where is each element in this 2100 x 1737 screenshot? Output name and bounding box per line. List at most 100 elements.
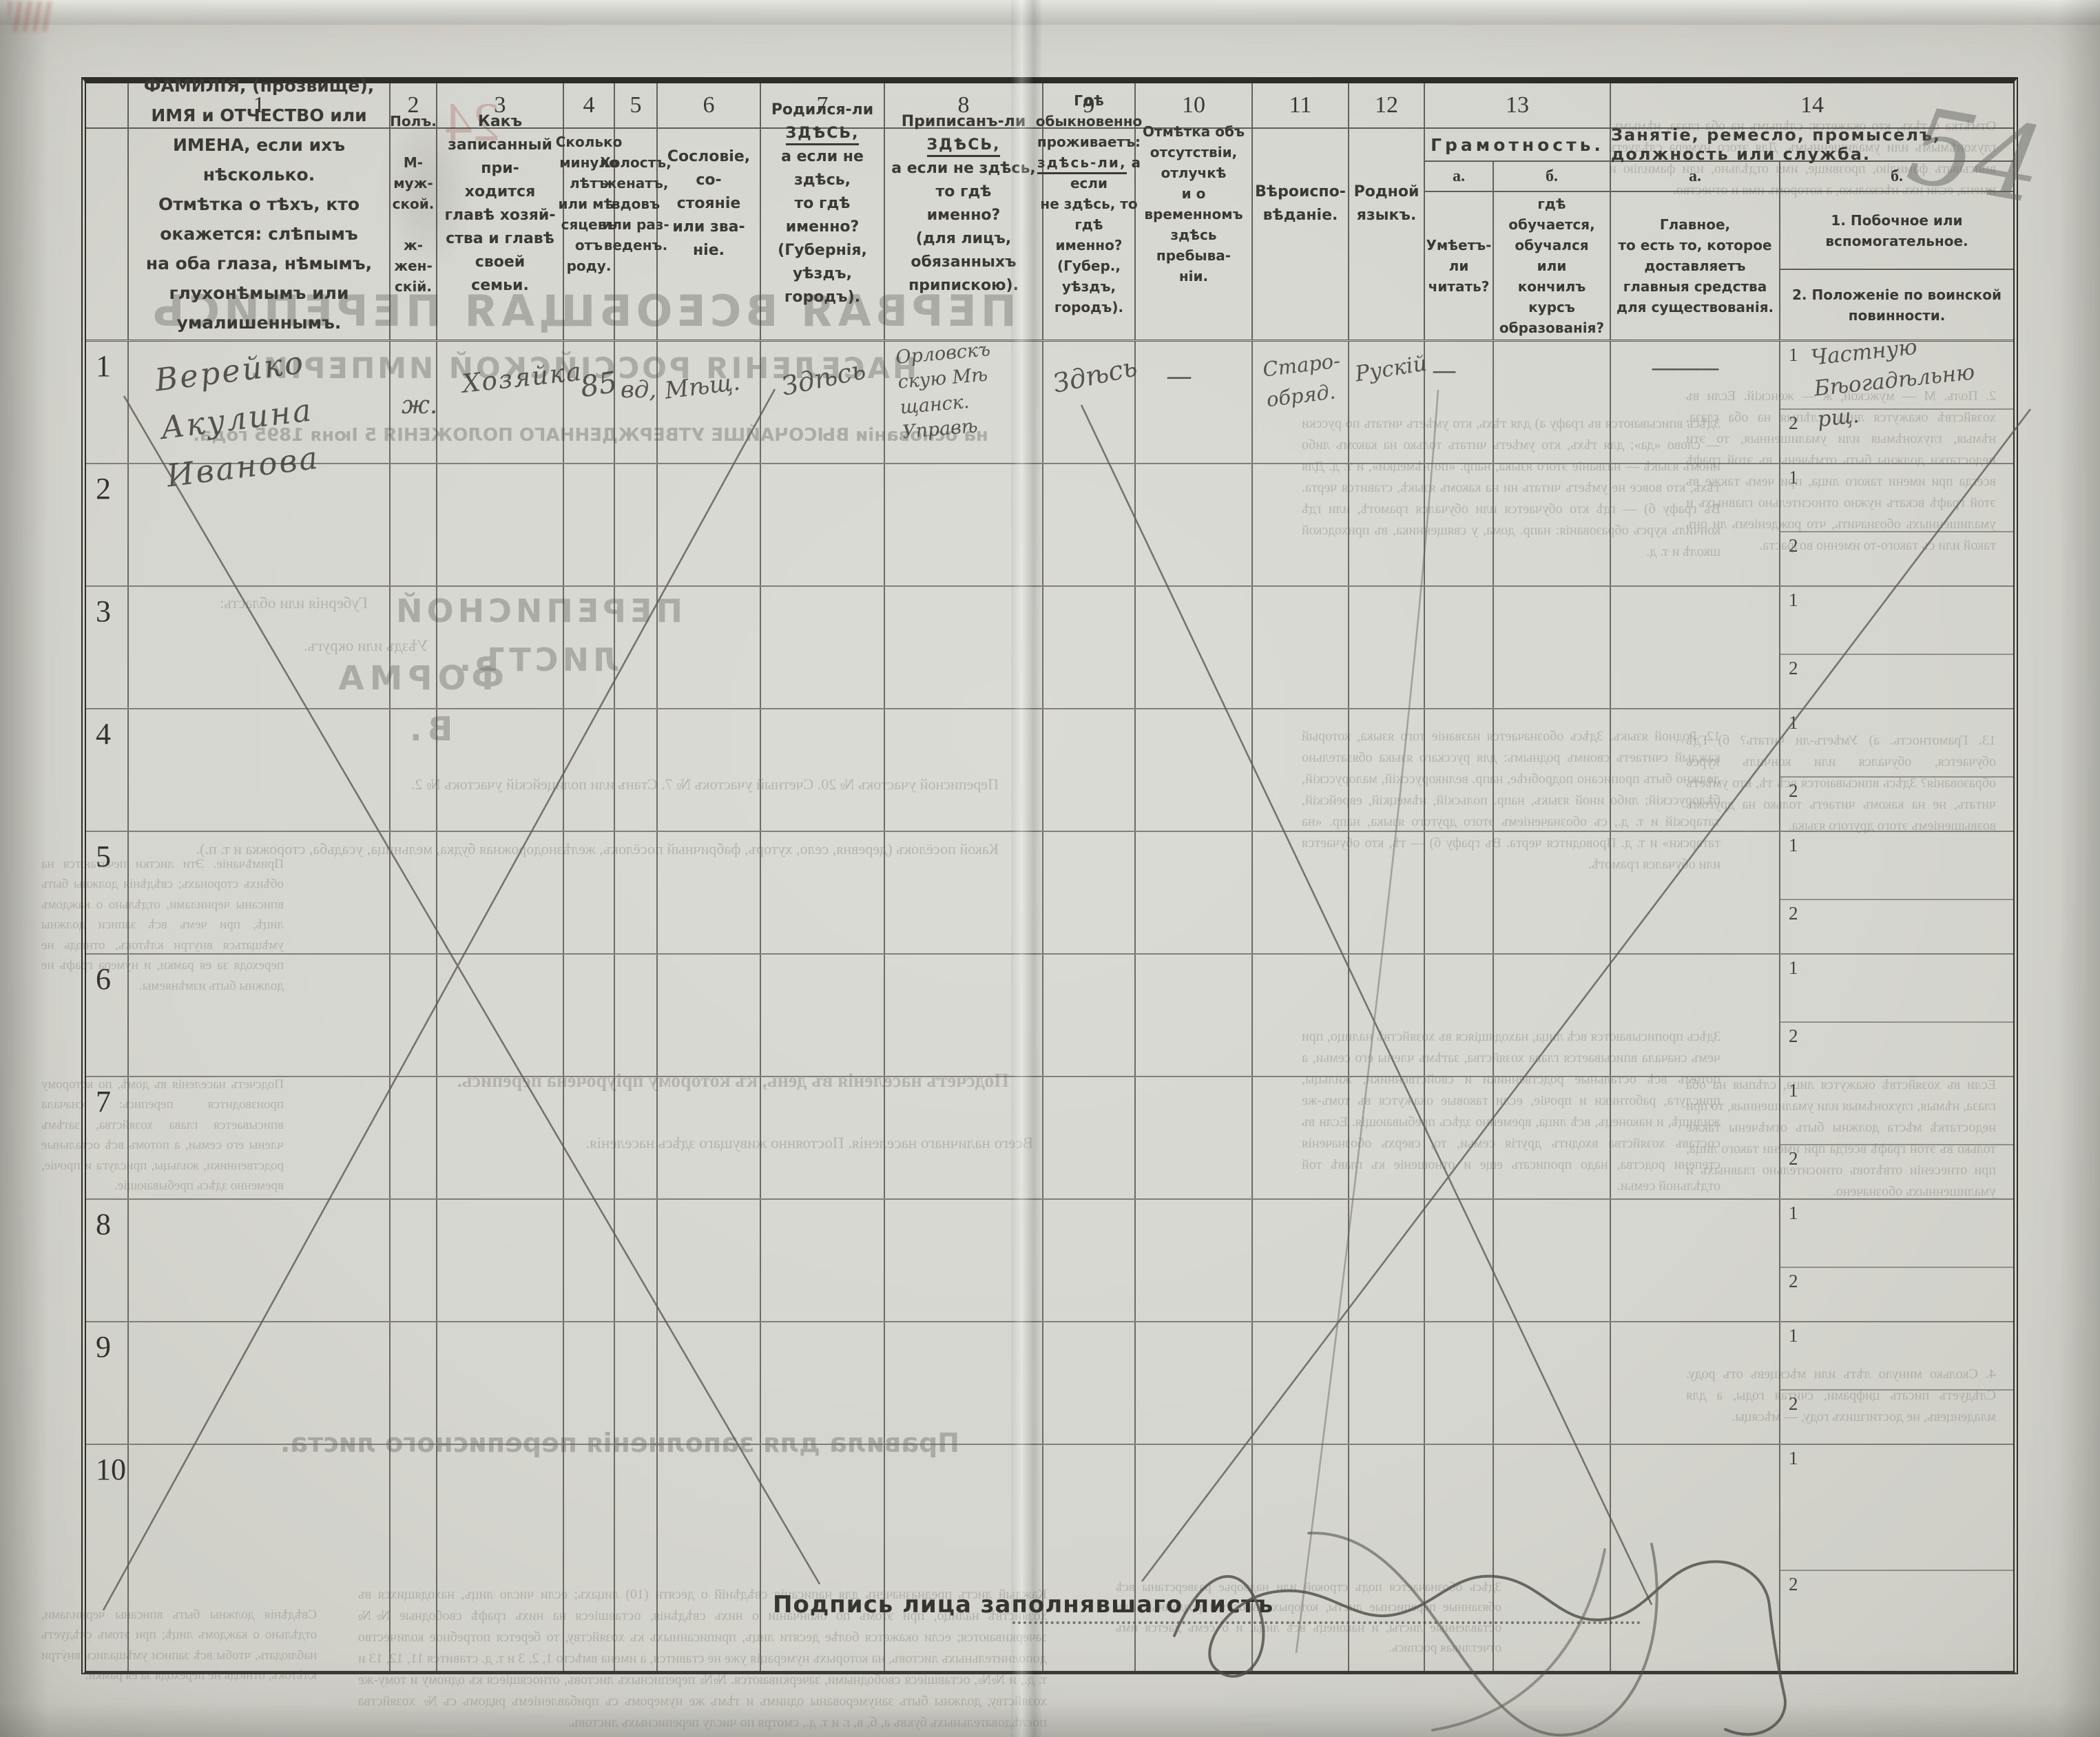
table-cell-c11: Старо- обряд. — [1253, 342, 1349, 463]
header-col-8-registration: 8 Приписанъ-ли ЗДѢСЬ, а если не здѣсь, т… — [885, 83, 1043, 340]
occupation-sub-cell-1: 1 — [1780, 587, 2013, 655]
table-cell-c2 — [391, 832, 437, 953]
occupation-sub-cell-1: 1 — [1780, 832, 2013, 900]
handwritten-entry: ——— — [1651, 354, 1720, 382]
table-cell-c4 — [564, 1077, 615, 1198]
table-cell-c4 — [564, 464, 615, 585]
row-number: 5 — [86, 832, 129, 953]
table-cell-c10 — [1136, 1445, 1253, 1671]
header-col-13a: а. Умѣетъ- ли читать? — [1425, 162, 1494, 340]
table-cell-c4 — [564, 832, 615, 953]
table-cell-c8 — [885, 1445, 1043, 1671]
table-cell-c10 — [1136, 587, 1253, 708]
table-cell-c8 — [885, 464, 1043, 585]
table-cell-c6 — [658, 1322, 761, 1444]
census-table: 1 ФАМИЛІЯ, (прозвище), ИМЯ и ОТЧЕСТВО ил… — [81, 76, 2018, 1674]
table-cell-c13a — [1425, 1200, 1494, 1321]
occupation-sub-cell-1: 1 — [1780, 955, 2013, 1023]
table-cell-c12 — [1349, 1322, 1425, 1444]
table-cell-c2 — [391, 1445, 437, 1671]
header-col-6-estate: 6 Сословіе, со- стояніе или зва- ніе. — [658, 83, 761, 340]
occupation-sub-cell-2: 2 — [1780, 1268, 2013, 1321]
handwritten-entry: Рускій — [1353, 351, 1428, 387]
table-cell-c10 — [1136, 1200, 1253, 1321]
table-cell-c13b — [1494, 1322, 1611, 1444]
table-cell-c14a — [1611, 1200, 1780, 1321]
handwritten-entry: Здѣсь — [779, 354, 869, 402]
occupation-sub-cell-1: 1 — [1780, 464, 2013, 532]
header-col-11-religion: 11 Вѣроиспо- вѣданіе. — [1253, 83, 1349, 340]
table-cell-c1 — [129, 1322, 391, 1444]
table-cell-c11 — [1253, 832, 1349, 953]
table-cell-c9: Здѣсь — [1043, 342, 1140, 463]
table-cell-c11 — [1253, 709, 1349, 831]
sub-row-number: 1 — [1789, 712, 1798, 733]
table-cell-c9 — [1043, 709, 1136, 831]
signature-dotted-line — [1012, 1596, 1641, 1624]
occupation-sub-cell-1: 1 — [1780, 1200, 2013, 1268]
sub-row-number: 1 — [1789, 590, 1798, 610]
occupation-sub-cell-2: 2 — [1780, 655, 2013, 708]
row-number: 9 — [86, 1322, 129, 1444]
occupation-sub-cell-1: 1 — [1780, 1445, 2013, 1572]
table-cell-c11 — [1253, 1077, 1349, 1198]
table-cell-c14a — [1611, 1322, 1780, 1444]
row-number: 3 — [86, 587, 129, 708]
table-cell-c1: Верейко Акулина Иванова — [129, 342, 391, 494]
header-col-5-marital: 5 Холостъ, женатъ, вдовъ или раз- веденъ… — [600, 83, 672, 340]
table-cell-c11 — [1253, 1445, 1349, 1671]
table-cell-c4 — [564, 955, 615, 1076]
sub-row-number: 2 — [1789, 1147, 1798, 1169]
table-cell-c7 — [761, 1322, 885, 1444]
table-cell-c9 — [1043, 1077, 1136, 1198]
table-cell-c7 — [761, 832, 885, 953]
table-cell-c13a: — — [1425, 342, 1494, 463]
table-cell-c3 — [437, 955, 564, 1076]
table-cell-c13a — [1425, 464, 1494, 585]
table-row: 3 1 2 — [86, 585, 2013, 708]
row-number: 4 — [86, 709, 129, 831]
table-cell-c7: Здѣсь — [761, 342, 885, 463]
table-cell-c9 — [1043, 587, 1136, 708]
sub-row-number: 1 — [1789, 1448, 1798, 1468]
occupation-sub-cell-2: 2 — [1780, 900, 2013, 953]
table-cell-c11 — [1253, 1322, 1349, 1444]
table-cell-c12 — [1349, 832, 1425, 953]
row-number: 7 — [86, 1077, 129, 1198]
table-cell-c8 — [885, 709, 1043, 831]
table-cell-c13a — [1425, 832, 1494, 953]
page-number-pencil: 54 — [1900, 84, 2052, 228]
table-cell-c13b — [1494, 1200, 1611, 1321]
table-cell-c9 — [1043, 1322, 1136, 1444]
table-cell-c13b — [1494, 955, 1611, 1076]
sub-row-number: 2 — [1789, 902, 1798, 924]
handwritten-entry: Орловскъ скую Мѣ щанск. Управѣ — [895, 338, 992, 444]
table-cell-c7 — [761, 587, 885, 708]
table-cell-c9 — [1043, 1200, 1136, 1321]
table-cell-c3 — [437, 464, 564, 585]
table-cell-c11 — [1253, 955, 1349, 1076]
occupation-sub-cell-1: 1 — [1780, 1322, 2013, 1391]
table-cell-c8 — [885, 1077, 1043, 1198]
table-cell-c13b — [1494, 1077, 1611, 1198]
table-cell-c11 — [1253, 464, 1349, 585]
table-cell-c3 — [437, 832, 564, 953]
table-body: 1 Верейко Акулина Иванова ж. Хозяйка 85 вд, Мѣ… — [86, 335, 2013, 1671]
table-cell-c7 — [761, 1200, 885, 1321]
table-cell-c13a — [1425, 1077, 1494, 1198]
table-cell-c8: Орловскъ скую Мѣ щанск. Управѣ — [885, 339, 1043, 463]
table-cell-c13a — [1425, 587, 1494, 708]
table-cell-c4 — [564, 587, 615, 708]
table-cell-c12 — [1349, 1077, 1425, 1198]
table-cell-c8 — [885, 1322, 1043, 1444]
table-cell-c13b — [1494, 464, 1611, 585]
table-cell-c6 — [658, 832, 761, 953]
sub-row-number: 1 — [1789, 344, 1798, 365]
table-cell-c12 — [1349, 587, 1425, 708]
occupation-sub-cell-2: 2 — [1780, 1145, 2013, 1198]
table-cell-c2 — [391, 709, 437, 831]
